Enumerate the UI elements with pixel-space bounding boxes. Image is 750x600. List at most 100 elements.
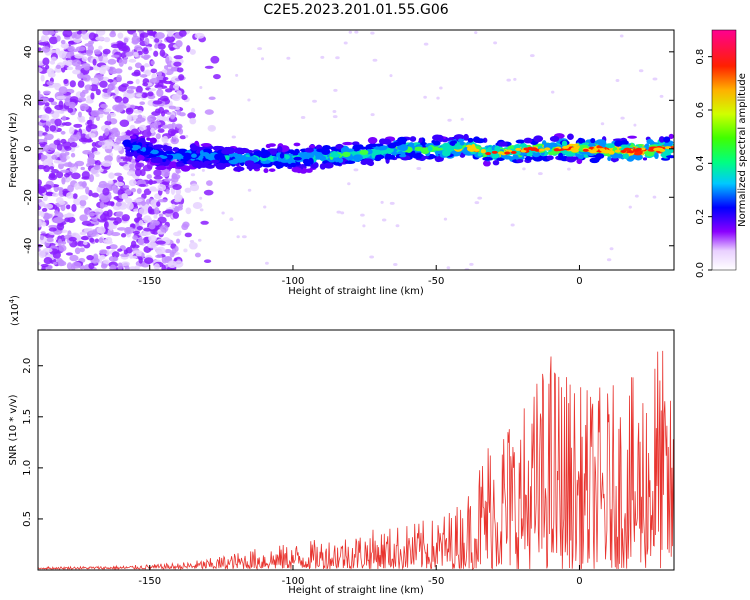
- heatmap-cell: [135, 78, 140, 85]
- heatmap-cell: [135, 252, 142, 257]
- heatmap-cell: [139, 238, 145, 245]
- heatmap-cell: [46, 68, 55, 75]
- heatmap-cell: [348, 30, 353, 34]
- heatmap-cell: [114, 216, 122, 224]
- heatmap-cell: [159, 95, 169, 102]
- heatmap-cell: [76, 30, 82, 35]
- heatmap-cell: [77, 111, 82, 118]
- heatmap-cell: [186, 45, 191, 53]
- heatmap-cell: [48, 227, 57, 232]
- heatmap-cell: [85, 98, 94, 104]
- heatmap-cell: [143, 54, 150, 61]
- heatmap-cell: [162, 124, 168, 129]
- heatmap-cell: [40, 74, 45, 82]
- heatmap-cell: [139, 150, 151, 156]
- heatmap-cell: [109, 244, 118, 250]
- heatmap-cell: [77, 80, 85, 88]
- heatmap-cell: [142, 82, 149, 87]
- heatmap-cell: [112, 104, 122, 111]
- heatmap-cell: [50, 118, 56, 124]
- heatmap-cell: [510, 223, 515, 227]
- heatmap-cell: [131, 71, 141, 77]
- heatmap-cell: [344, 160, 356, 164]
- heatmap-cell: [380, 200, 384, 204]
- heatmap-cell: [561, 140, 568, 148]
- heatmap-cell: [129, 135, 137, 140]
- heatmap-cell: [436, 96, 440, 100]
- heatmap-cell: [92, 58, 97, 66]
- heatmap-cell: [657, 147, 664, 151]
- heatmap-cell: [154, 44, 159, 49]
- heatmap-cell: [43, 256, 53, 265]
- heatmap-cell: [38, 130, 45, 137]
- heatmap-cell: [614, 149, 621, 153]
- y-tick-label: 0.5: [22, 511, 33, 527]
- heatmap-cell: [336, 210, 342, 214]
- heatmap-cell: [247, 188, 252, 192]
- heatmap-cell: [236, 235, 240, 239]
- heatmap-cell: [533, 135, 544, 143]
- heatmap-cell: [138, 256, 143, 264]
- heatmap-cell: [66, 204, 71, 210]
- heatmap-cell: [195, 150, 200, 154]
- heatmap-cell: [136, 154, 145, 161]
- heatmap-cell: [463, 151, 471, 155]
- heatmap-cell: [43, 184, 52, 190]
- heatmap-cell: [117, 262, 123, 270]
- heatmap-cell: [87, 157, 95, 163]
- heatmap-cell: [370, 113, 375, 117]
- heatmap-cell: [368, 143, 377, 148]
- heatmap-cell: [91, 142, 97, 148]
- heatmap-cell: [189, 239, 195, 243]
- heatmap-cell: [158, 213, 164, 218]
- heatmap-cell: [93, 49, 101, 55]
- colorbar-gradient: [711, 29, 737, 271]
- heatmap-cell: [188, 242, 198, 250]
- heatmap-cell: [200, 143, 212, 147]
- heatmap-cell: [147, 91, 154, 97]
- heatmap-cell: [109, 128, 119, 133]
- heatmap-cell: [166, 111, 172, 115]
- heatmap-cell: [378, 145, 388, 151]
- heatmap-cell: [96, 109, 106, 115]
- heatmap-cell: [147, 206, 153, 214]
- x-tick-label: -150: [138, 576, 161, 587]
- heatmap-cell: [194, 252, 201, 258]
- heatmap-cell: [38, 105, 41, 111]
- heatmap-cell: [116, 154, 121, 163]
- heatmap-cell: [58, 100, 64, 108]
- snr-y-multiplier: (x104): [8, 295, 21, 326]
- heatmap-cell: [576, 158, 583, 165]
- heatmap-cell: [74, 247, 81, 255]
- heatmap-cell: [124, 188, 132, 196]
- heatmap-cell: [38, 201, 46, 207]
- heatmap-cell: [165, 56, 170, 64]
- heatmap-cell: [131, 147, 139, 151]
- heatmap-cell: [570, 147, 577, 151]
- heatmap-cell: [96, 226, 106, 234]
- heatmap-cell: [133, 51, 139, 58]
- heatmap-cell: [97, 183, 108, 188]
- heatmap-cell: [627, 135, 638, 139]
- heatmap-cell: [620, 140, 629, 145]
- x-tick-label: -100: [282, 276, 305, 287]
- heatmap-cell: [609, 247, 614, 251]
- heatmap-cell: [178, 30, 187, 37]
- heatmap-cell: [51, 154, 58, 160]
- heatmap-cell: [185, 134, 189, 138]
- heatmap-cell: [485, 152, 492, 156]
- heatmap-cell: [132, 235, 138, 240]
- heatmap-cell: [57, 30, 64, 33]
- heatmap-cell: [261, 147, 266, 155]
- heatmap-cell: [587, 142, 596, 148]
- heatmap-cell: [66, 66, 74, 71]
- heatmap-cell: [46, 237, 54, 243]
- heatmap-cell: [38, 141, 48, 146]
- heatmap-cell: [99, 201, 105, 210]
- heatmap-cell: [89, 133, 96, 138]
- heatmap-cell: [142, 70, 149, 74]
- heatmap-cell: [118, 84, 127, 92]
- heatmap-cell: [108, 172, 115, 179]
- heatmap-cell: [293, 156, 302, 161]
- snr-y-ticks: 0.5 1.0 1.5 2.0: [22, 358, 43, 527]
